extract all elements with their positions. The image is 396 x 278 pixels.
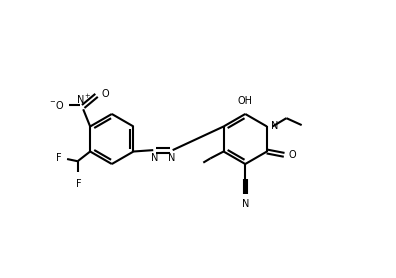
Text: F: F [56, 153, 61, 163]
Text: $^{-}$O: $^{-}$O [49, 99, 64, 111]
Text: N: N [271, 121, 278, 131]
Text: O: O [288, 150, 296, 160]
Text: N: N [150, 153, 158, 163]
Text: O: O [101, 89, 109, 99]
Text: F: F [76, 179, 81, 189]
Text: N: N [168, 153, 175, 163]
Text: N: N [242, 199, 249, 209]
Text: N$^+$: N$^+$ [76, 93, 92, 106]
Text: OH: OH [238, 96, 253, 106]
